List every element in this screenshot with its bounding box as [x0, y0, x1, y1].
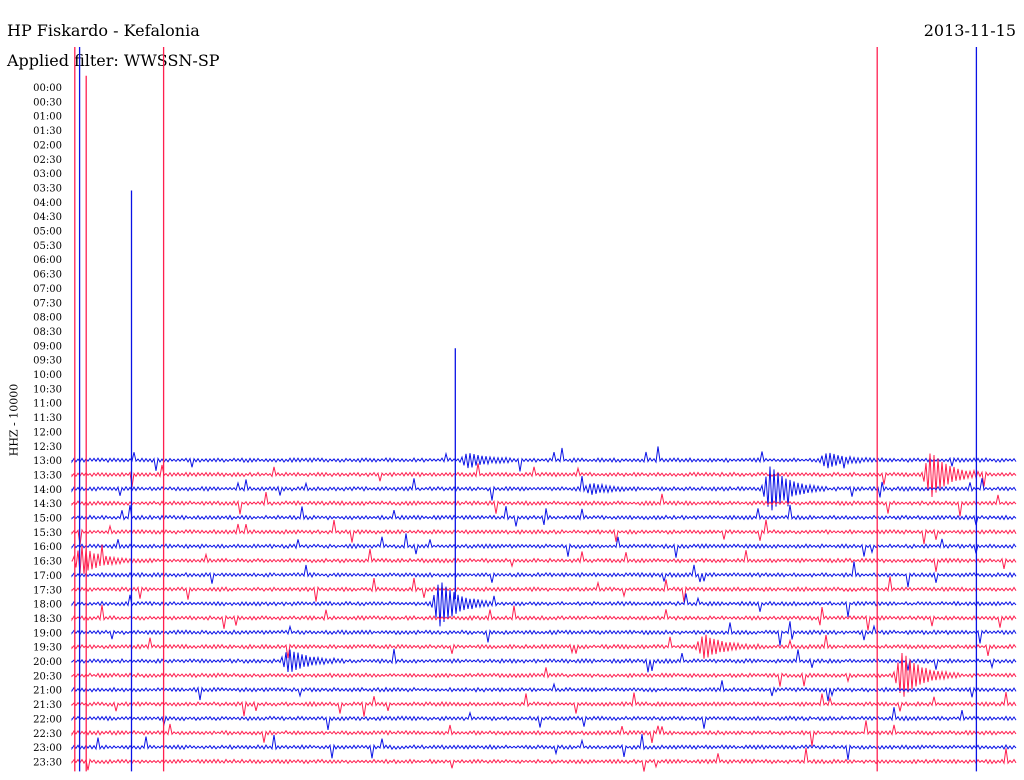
time-tick-label: 23:00: [33, 743, 62, 754]
time-tick-label: 17:00: [33, 571, 62, 582]
time-tick-label: 20:30: [33, 671, 62, 682]
time-tick-label: 11:30: [33, 413, 62, 424]
trace-line: [71, 519, 1017, 545]
time-tick-label: 06:00: [33, 255, 62, 266]
time-tick-label: 10:30: [33, 384, 62, 395]
time-labels: 00:00 00:30 01:00 01:30 02:00 02:30 03:00 03:30…: [33, 83, 62, 768]
time-tick-label: 15:00: [33, 514, 62, 525]
time-tick-label: 20:00: [33, 657, 62, 668]
time-tick-label: 08:00: [33, 313, 62, 324]
time-tick-label: 01:30: [33, 126, 62, 137]
time-tick-label: 14:00: [33, 485, 62, 496]
filter-label: Applied filter: WWSSN-SP: [7, 51, 220, 70]
time-tick-label: 13:00: [33, 456, 62, 467]
trace-line: [71, 734, 1017, 760]
trace-line: [71, 621, 1017, 646]
trace-line: [71, 576, 1017, 603]
time-tick-label: 07:00: [33, 284, 62, 295]
trace-line: [71, 446, 1017, 472]
time-tick-label: 09:00: [33, 341, 62, 352]
traces: [71, 446, 1017, 772]
time-tick-label: 19:00: [33, 628, 62, 639]
trace-line: [71, 604, 1017, 631]
time-tick-label: 03:30: [33, 183, 62, 194]
time-tick-label: 17:30: [33, 585, 62, 596]
time-tick-label: 16:00: [33, 542, 62, 553]
time-tick-label: 10:00: [33, 370, 62, 381]
time-tick-label: 03:00: [33, 169, 62, 180]
trace-line: [71, 747, 1017, 772]
trace-line: [71, 634, 1017, 659]
trace-line: [71, 504, 1017, 527]
time-tick-label: 00:00: [33, 83, 62, 94]
time-tick-label: 22:00: [33, 714, 62, 725]
time-tick-label: 18:30: [33, 614, 62, 625]
time-tick-label: 06:30: [33, 270, 62, 281]
time-tick-label: 00:30: [33, 97, 62, 108]
trace-line: [71, 720, 1017, 747]
trace-line: [71, 648, 1017, 673]
time-tick-label: 13:30: [33, 470, 62, 481]
time-tick-label: 01:00: [33, 112, 62, 123]
trace-line: [71, 652, 1017, 697]
time-tick-label: 12:00: [33, 427, 62, 438]
time-tick-label: 05:00: [33, 227, 62, 238]
trace-line: [71, 707, 1017, 730]
time-tick-label: 12:30: [33, 442, 62, 453]
time-tick-label: 07:30: [33, 298, 62, 309]
trace-line: [71, 492, 1017, 517]
trace-line: [71, 544, 1017, 574]
trace-line: [71, 453, 1017, 498]
time-tick-label: 16:30: [33, 557, 62, 568]
time-tick-label: 02:00: [33, 140, 62, 151]
spikes: [74, 47, 978, 772]
time-tick-label: 05:30: [33, 241, 62, 252]
date-label: 2013-11-15: [923, 21, 1016, 40]
time-tick-label: 14:30: [33, 499, 62, 510]
trace-line: [71, 533, 1017, 558]
time-tick-label: 23:30: [33, 757, 62, 768]
time-tick-label: 22:30: [33, 729, 62, 740]
time-tick-label: 09:30: [33, 356, 62, 367]
time-tick-label: 15:30: [33, 528, 62, 539]
time-tick-label: 11:00: [33, 399, 62, 410]
time-tick-label: 21:00: [33, 686, 62, 697]
trace-line: [71, 680, 1017, 702]
time-tick-label: 08:30: [33, 327, 62, 338]
trace-line: [71, 466, 1017, 511]
trace-line: [71, 561, 1017, 588]
trace-line: [71, 582, 1017, 627]
station-title: HP Fiskardo - Kefalonia: [7, 21, 200, 40]
time-tick-label: 04:30: [33, 212, 62, 223]
time-tick-label: 04:00: [33, 198, 62, 209]
time-tick-label: 19:30: [33, 643, 62, 654]
trace-line: [71, 692, 1017, 717]
time-tick-label: 21:30: [33, 700, 62, 711]
time-tick-label: 02:30: [33, 155, 62, 166]
time-tick-label: 18:00: [33, 600, 62, 611]
